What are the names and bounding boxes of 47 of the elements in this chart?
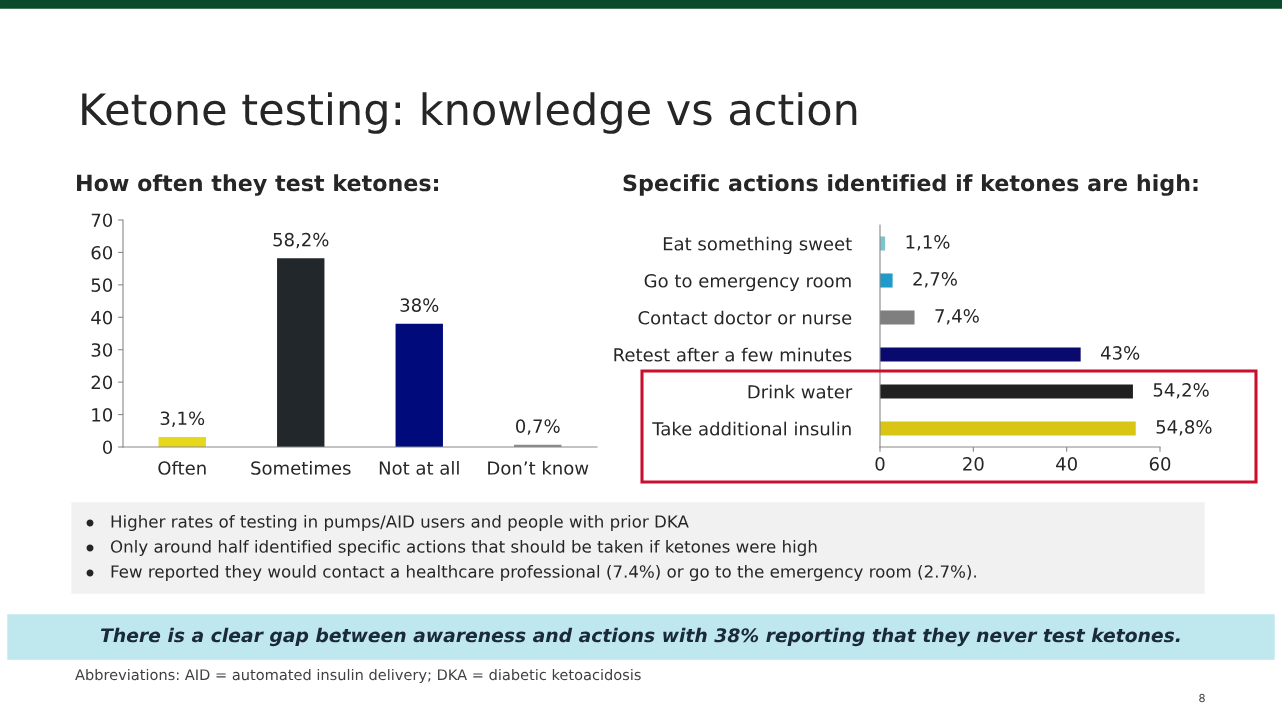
text: 8 xyxy=(1199,693,1205,703)
bar xyxy=(880,273,893,288)
x-tick-label: Sometimes xyxy=(251,460,351,475)
bar xyxy=(277,258,325,447)
x-tick-label: Not at all xyxy=(379,460,459,475)
y-tick-label: Go to emergency room xyxy=(644,273,851,292)
data-label: 54,8% xyxy=(1156,420,1212,436)
y-tick-label: Take additional insulin xyxy=(652,421,851,436)
y-tick-label: 70 xyxy=(91,213,113,228)
y-tick-label: Retest after a few minutes xyxy=(614,347,852,362)
x-tick-label: Often xyxy=(158,460,206,475)
y-tick-label: Eat something sweet xyxy=(663,236,852,255)
data-label: 2,7% xyxy=(913,272,957,288)
chart-title: Specific actions identified if ketones are high: xyxy=(623,174,1198,196)
y-tick-label: 40 xyxy=(91,310,113,325)
x-tick-label: 40 xyxy=(1056,457,1077,471)
text: Few reported they would contact a healthcare professional (7.4%) or go to the emergency room (2.7%). xyxy=(111,564,976,582)
x-tick-label: 20 xyxy=(963,457,984,471)
x-tick-label: 60 xyxy=(1149,457,1171,471)
data-label: 7,4% xyxy=(935,309,979,325)
y-tick-label: 0 xyxy=(102,440,113,455)
text: Higher rates of testing in pumps/AID users and people with prior DKA xyxy=(111,514,689,532)
y-tick-label: Drink water xyxy=(748,384,853,399)
data-label: 58,2% xyxy=(273,232,329,249)
bar xyxy=(880,347,1081,362)
text: There is a clear gap between awareness and actions with 38% reporting that they never test ketones. xyxy=(100,627,1180,647)
bar xyxy=(880,421,1136,436)
text: Abbreviations: AID = automated insulin delivery; DKA = diabetic ketoacidosis xyxy=(75,668,641,684)
y-tick-label: 30 xyxy=(91,343,113,357)
x-tick-label: Don’t know xyxy=(488,460,589,475)
data-label: 1,1% xyxy=(906,235,950,251)
bar xyxy=(880,384,1133,399)
text: Only around half identified specific actions that should be taken if ketones were high xyxy=(110,539,817,557)
text: Ketone testing: knowledge vs action xyxy=(82,92,857,134)
y-tick-label: Contact doctor or nurse xyxy=(638,310,852,325)
chart-title: How often they test ketones: xyxy=(77,174,439,196)
data-label: 3,1% xyxy=(160,411,205,427)
y-tick-label: 10 xyxy=(92,408,113,422)
x-tick-label: 0 xyxy=(875,457,885,471)
y-tick-label: 50 xyxy=(91,278,113,292)
data-label: 38% xyxy=(400,298,439,312)
data-label: 54,2% xyxy=(1153,383,1209,399)
data-label: 43% xyxy=(1100,346,1140,360)
y-tick-label: 20 xyxy=(91,375,113,390)
bar xyxy=(395,323,443,447)
data-label: 0,7% xyxy=(516,419,560,435)
y-tick-label: 60 xyxy=(91,245,113,260)
